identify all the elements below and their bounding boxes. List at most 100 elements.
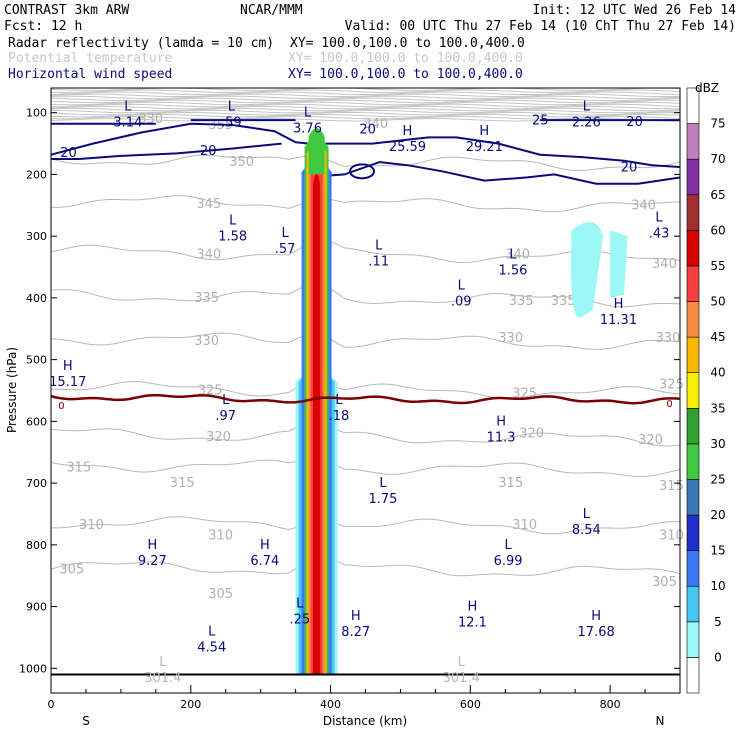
y-tick-label: 800	[26, 539, 47, 552]
theta-contour-line	[51, 378, 681, 400]
colorbar-swatch	[686, 407, 700, 445]
theta-contour-label: 315	[498, 476, 523, 491]
theta-contour-label: 335	[551, 294, 576, 309]
colorbar-swatch	[686, 550, 700, 587]
forecast-hour: Fcst: 12 h	[4, 19, 82, 34]
wind-extremum-value: 8.27	[341, 625, 370, 640]
theta-contour-stratosphere	[50, 112, 680, 116]
theta-contour-label: 305	[59, 563, 84, 578]
theta-contour-stratosphere	[50, 89, 681, 94]
wind-extremum-marker: H	[614, 297, 624, 312]
field-name-theta: Potential temperature	[8, 51, 173, 66]
theta-contour-label: 320	[206, 430, 231, 445]
colorbar-label: 0	[714, 650, 722, 664]
wind-extremum-value: .43	[649, 227, 670, 242]
theta-contour-label: 310	[512, 518, 537, 533]
theta-contour-label: 320	[519, 427, 544, 442]
theta-contour-label: 335	[509, 294, 534, 309]
wind-extremum-value: 15.17	[49, 375, 86, 390]
wind-extremum-marker: L	[124, 100, 132, 115]
x-tick-label: 200	[180, 698, 201, 711]
reflectivity-core-top	[308, 128, 325, 175]
theta-contour-stratosphere	[50, 107, 681, 112]
theta-contour-label: 315	[66, 461, 91, 476]
x-tick-label: 800	[600, 698, 621, 711]
theta-contour-stratosphere	[50, 101, 681, 106]
wind-extremum-marker: H	[496, 414, 506, 429]
title-left: CONTRAST 3km ARW	[4, 3, 129, 18]
wind-extremum-value: .11	[368, 254, 389, 269]
y-tick-label: 900	[26, 601, 47, 614]
wind-extremum-marker: L	[379, 476, 387, 491]
wind-extremum-marker: L	[335, 393, 343, 408]
wind-extremum-marker: L	[222, 393, 230, 408]
x-tick-label: 0	[48, 698, 55, 711]
colorbar-swatch	[686, 443, 700, 480]
wind-contour-label: 20	[60, 146, 77, 161]
theta-contour-stratosphere	[50, 105, 681, 110]
theta-extremum-value: 301.4	[443, 671, 480, 686]
theta-contour-line	[50, 195, 681, 213]
freezing-level-label: 0	[58, 401, 64, 412]
colorbar-label: 75	[710, 117, 725, 131]
wind-extremum-value: 1.56	[498, 264, 527, 279]
theta-extremum-marker: L	[458, 655, 466, 670]
wind-contour-label: 25	[532, 114, 549, 129]
colorbar-title: dBZ	[695, 81, 719, 95]
theta-contour-label: 330	[194, 334, 219, 349]
wind-extremum-marker: H	[63, 359, 73, 374]
colorbar-label: 65	[710, 188, 725, 202]
colorbar-swatch	[686, 372, 700, 409]
theta-contour-line	[50, 455, 681, 477]
wind-extremum-marker: L	[458, 279, 466, 294]
theta-contour-label: 310	[208, 529, 233, 544]
theta-contour-label: 340	[363, 117, 388, 132]
freezing-level-line	[50, 393, 681, 405]
wind-extremum-value: 3.76	[293, 122, 322, 137]
theta-contour-label: 330	[498, 331, 523, 346]
colorbar-label: 15	[710, 544, 725, 558]
y-tick-label: 500	[26, 354, 47, 367]
wind-extremum-value: .09	[451, 295, 472, 310]
y-tick-label: 300	[26, 230, 47, 243]
y-tick-label: 700	[26, 477, 47, 490]
theta-contour-label: 305	[208, 587, 233, 602]
y-tick-label: 100	[26, 107, 47, 120]
wind-extremum-value: 6.74	[250, 554, 279, 569]
freezing-level-label: 0	[666, 399, 672, 410]
x-tick-label: 400	[320, 698, 341, 711]
theta-contour-line	[50, 516, 681, 535]
theta-contour-stratosphere	[50, 95, 681, 100]
theta-contour-label: 305	[652, 575, 677, 590]
colorbar-label: 60	[710, 223, 725, 237]
wind-contour-label: 20	[359, 122, 376, 137]
theta-extremum-value: 301.4	[144, 671, 181, 686]
reflectivity-patch	[610, 229, 628, 298]
wind-extremum-value: .25	[289, 612, 310, 627]
colorbar-label: 40	[710, 366, 725, 380]
wind-extremum-marker: L	[229, 214, 237, 229]
colorbar-swatch	[686, 194, 700, 231]
theta-contour-label: 310	[659, 529, 684, 544]
colorbar-swatch	[686, 585, 700, 623]
theta-extremum-marker: L	[159, 655, 167, 670]
field-xy-wind: XY= 100.0,100.0 to 100.0,400.0	[288, 67, 523, 82]
wind-extremum-marker: L	[282, 226, 290, 241]
theta-contour-label: 330	[656, 331, 681, 346]
wind-extremum-marker: L	[304, 106, 312, 121]
colorbar-label: 25	[710, 472, 725, 486]
wind-extremum-value: .57	[275, 242, 296, 257]
colorbar-label: 35	[710, 401, 725, 415]
y-axis-label: Pressure (hPa)	[5, 347, 19, 433]
wind-contour-line	[50, 122, 681, 168]
wind-extremum-marker: L	[228, 100, 236, 115]
theta-contour-stratosphere	[50, 93, 681, 97]
wind-extremum-marker: L	[296, 596, 304, 611]
reflectivity-core-band	[313, 173, 321, 675]
wind-extremum-marker: L	[655, 211, 663, 226]
colorbar-label: 50	[710, 295, 725, 309]
wind-extremum-marker: H	[351, 609, 361, 624]
wind-contour-label: 20	[621, 161, 638, 176]
wind-contour-line	[51, 142, 282, 160]
